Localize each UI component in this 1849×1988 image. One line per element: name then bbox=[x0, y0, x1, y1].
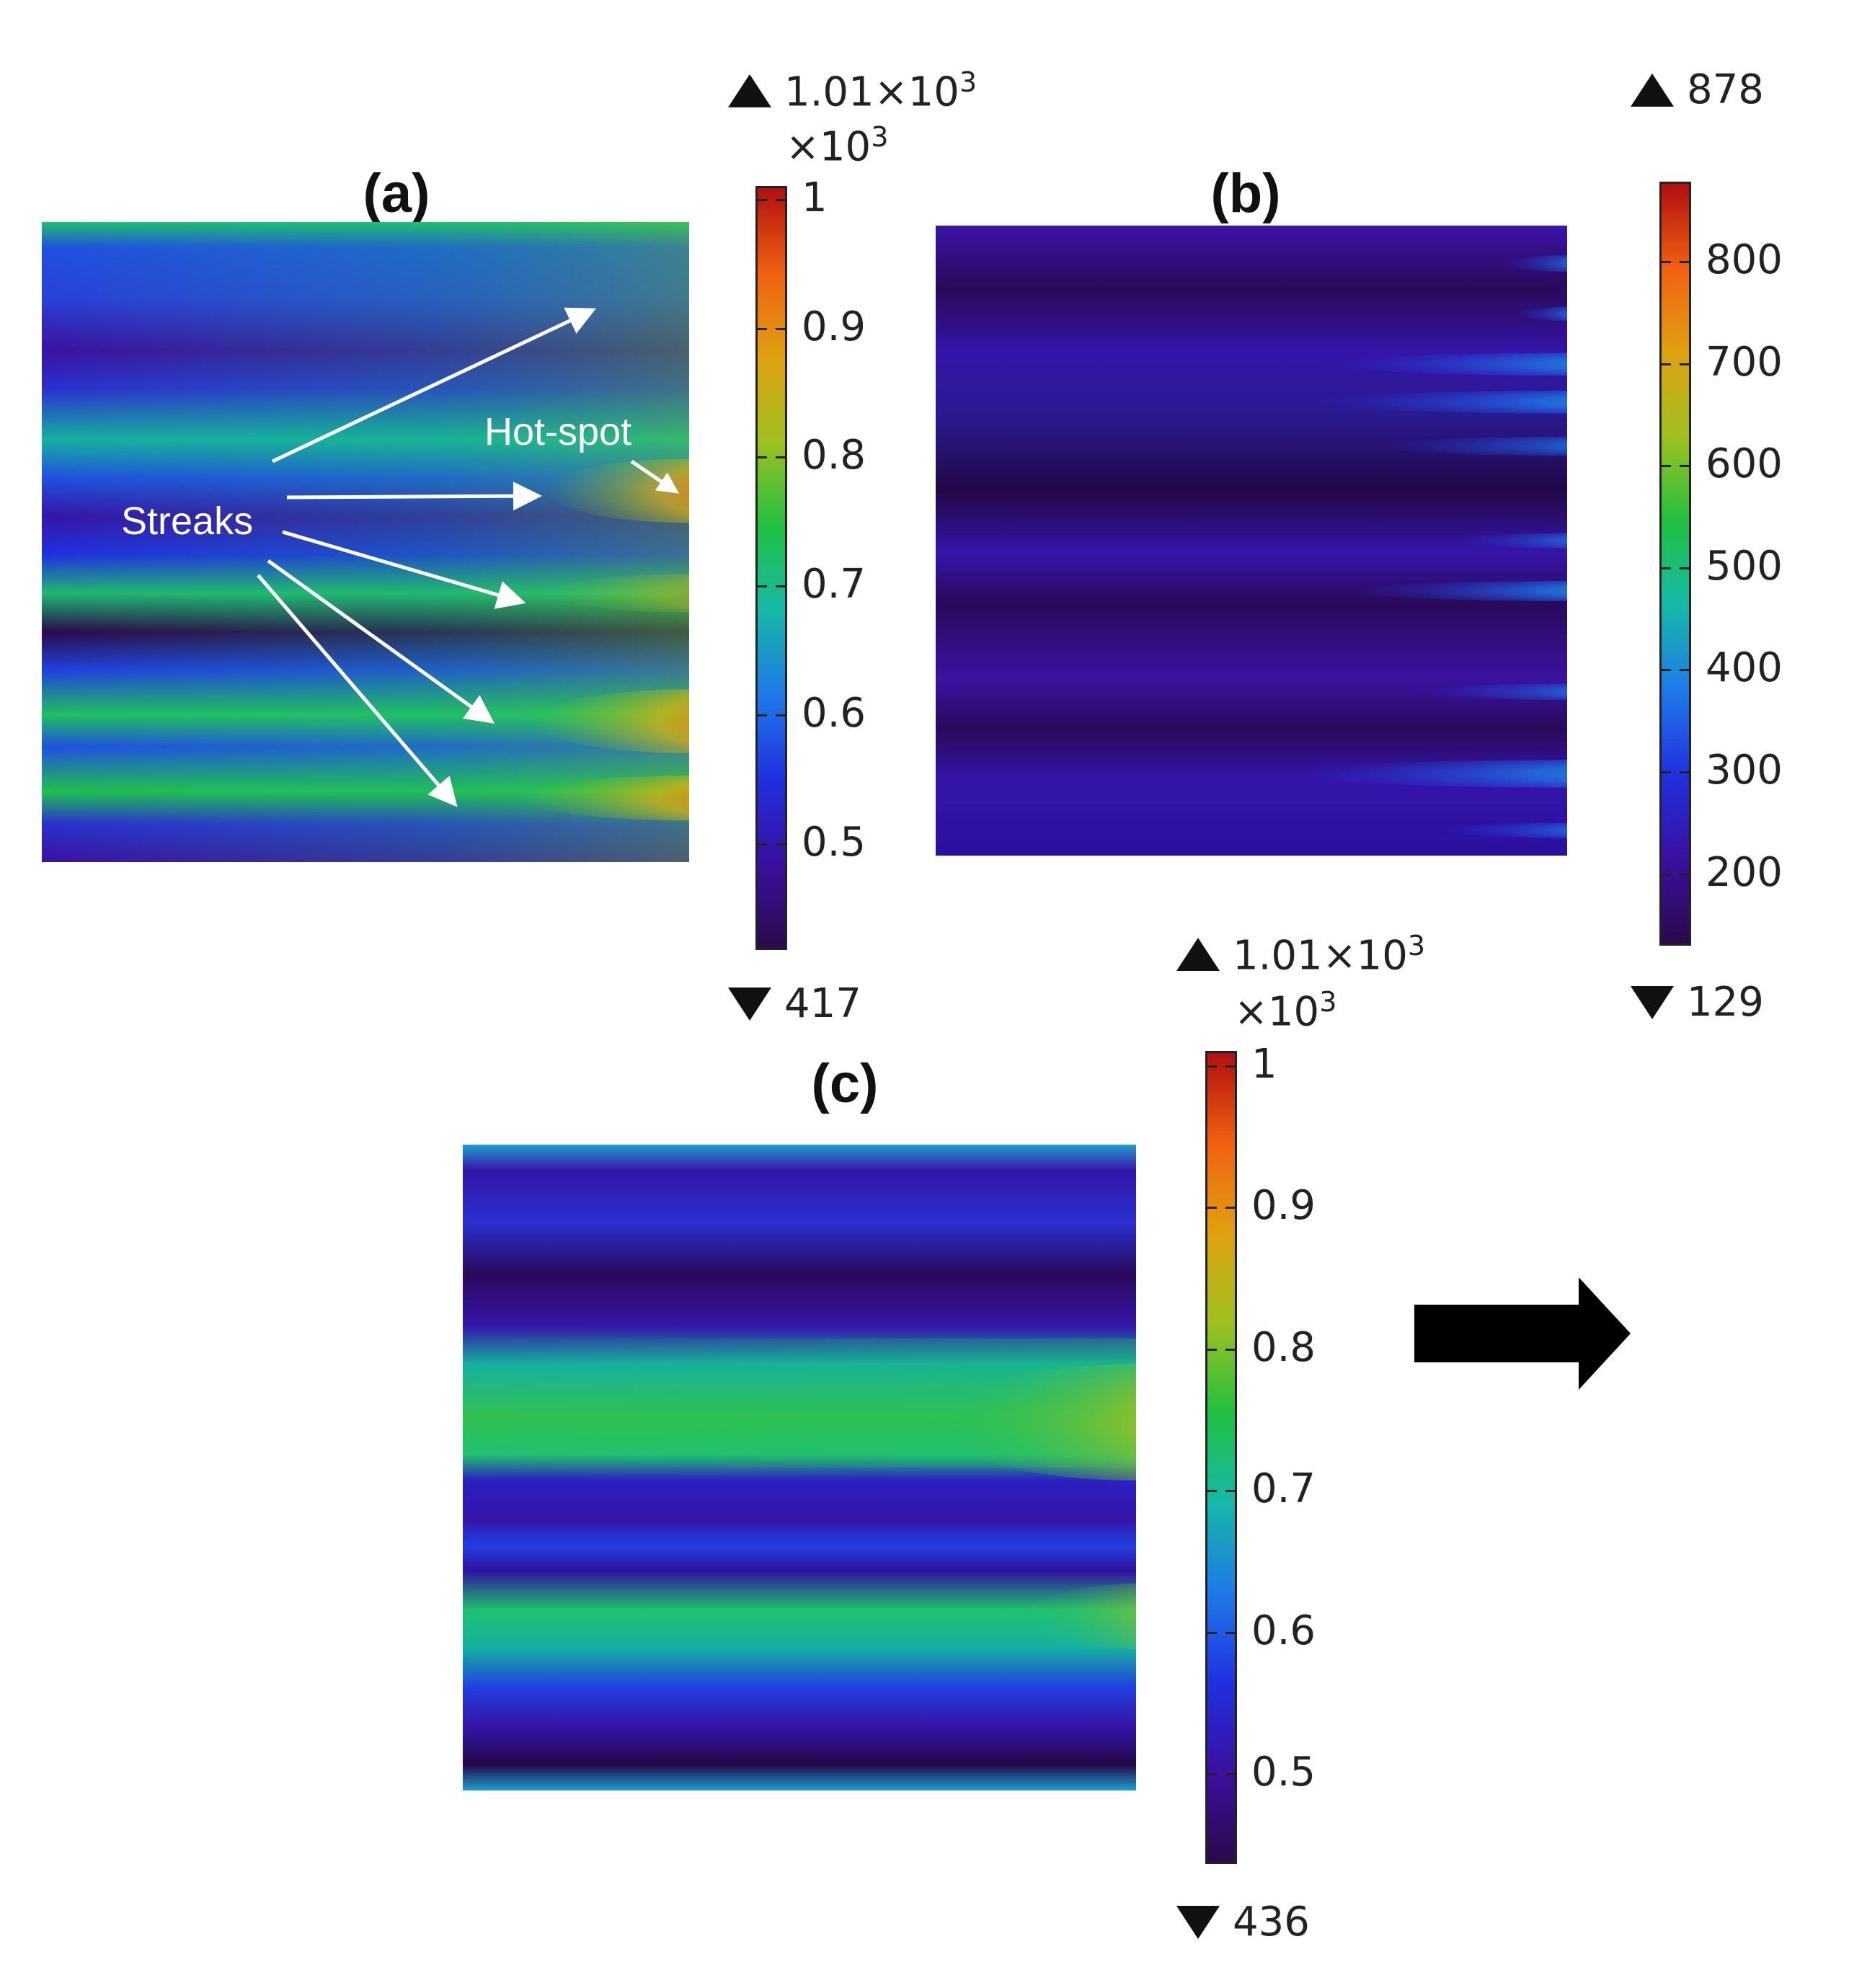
colorbar-a bbox=[755, 186, 787, 950]
colorbar-tick-mark bbox=[1207, 1773, 1217, 1776]
streaks-annotation: Streaks bbox=[121, 500, 254, 543]
hotspot-arrow bbox=[630, 459, 680, 494]
colorbar-tick-mark bbox=[1661, 363, 1671, 365]
colorbar-tick-label: 400 bbox=[1706, 644, 1783, 692]
colorbar-c-max: 1.01×103 bbox=[1176, 930, 1425, 980]
colorbar-tick-mark bbox=[1680, 771, 1690, 773]
colorbar-tick-label: 1 bbox=[1251, 1040, 1277, 1088]
colorbar-c bbox=[1205, 1051, 1237, 1864]
panel-label-a: (a) bbox=[363, 163, 430, 224]
panel-label-b: (b) bbox=[1210, 163, 1281, 224]
streak-arrow-4 bbox=[267, 559, 495, 724]
colorbar-tick-label: 700 bbox=[1706, 338, 1783, 386]
colorbar-tick-mark bbox=[1661, 669, 1671, 672]
colorbar-a-multiplier: ×103 bbox=[786, 121, 889, 171]
colorbar-tick-mark bbox=[776, 585, 786, 588]
colorbar-tick-mark bbox=[1225, 1348, 1236, 1351]
colorbar-tick-mark bbox=[1207, 1631, 1217, 1634]
colorbar-tick-label: 0.5 bbox=[1251, 1749, 1316, 1796]
max-triangle-icon bbox=[728, 74, 771, 108]
colorbar-tick-mark bbox=[757, 714, 767, 716]
colorbar-tick-mark bbox=[776, 843, 786, 846]
colorbar-tick-mark bbox=[757, 327, 767, 330]
colorbar-tick-mark bbox=[776, 198, 786, 201]
colorbar-tick-label: 200 bbox=[1706, 848, 1783, 896]
streak-arrow-5 bbox=[257, 574, 458, 807]
colorbar-tick-label: 0.5 bbox=[802, 818, 866, 866]
max-triangle-icon bbox=[1631, 73, 1674, 107]
heatmap-c bbox=[463, 1145, 1136, 1790]
colorbar-b-min: 129 bbox=[1631, 979, 1764, 1026]
panel-label-c: (c) bbox=[811, 1053, 879, 1114]
colorbar-tick-mark bbox=[1680, 567, 1690, 569]
colorbar-tick-mark bbox=[776, 327, 786, 330]
colorbar-tick-mark bbox=[1680, 465, 1690, 468]
colorbar-tick-label: 0.7 bbox=[802, 561, 866, 608]
colorbar-tick-mark bbox=[1661, 771, 1671, 773]
hotspot-annotation: Hot-spot bbox=[484, 410, 632, 453]
colorbar-tick-mark bbox=[776, 714, 786, 716]
colorbar-tick-mark bbox=[757, 843, 767, 846]
colorbar-tick-mark bbox=[1680, 873, 1690, 876]
colorbar-a-max: 1.01×103 bbox=[728, 66, 977, 116]
min-triangle-icon bbox=[1631, 985, 1674, 1019]
colorbar-tick-mark bbox=[1225, 1065, 1236, 1068]
colorbar-tick-label: 300 bbox=[1706, 746, 1783, 794]
colorbar-tick-label: 0.9 bbox=[802, 303, 866, 350]
colorbar-tick-mark bbox=[1225, 1773, 1236, 1776]
colorbar-tick-mark bbox=[1680, 261, 1690, 264]
colorbar-tick-mark bbox=[1207, 1348, 1217, 1351]
colorbar-tick-mark bbox=[1207, 1207, 1217, 1210]
colorbar-tick-label: 0.8 bbox=[1251, 1323, 1316, 1371]
colorbar-tick-label: 0.6 bbox=[1251, 1607, 1316, 1654]
min-triangle-icon bbox=[728, 987, 771, 1021]
colorbar-b bbox=[1659, 182, 1691, 946]
colorbar-tick-mark bbox=[776, 456, 786, 459]
colorbar-tick-label: 800 bbox=[1706, 236, 1783, 284]
colorbar-a-min: 417 bbox=[728, 980, 861, 1027]
colorbar-tick-mark bbox=[1661, 261, 1671, 264]
colorbar-tick-label: 500 bbox=[1706, 542, 1783, 590]
streak-arrow-2 bbox=[286, 482, 542, 511]
colorbar-tick-label: 0.7 bbox=[1251, 1465, 1316, 1513]
colorbar-tick-mark bbox=[1225, 1631, 1236, 1634]
colorbar-c-min: 436 bbox=[1176, 1899, 1310, 1945]
colorbar-tick-mark bbox=[1661, 567, 1671, 569]
colorbar-tick-label: 0.6 bbox=[802, 689, 866, 737]
colorbar-tick-mark bbox=[1225, 1207, 1236, 1210]
colorbar-tick-mark bbox=[1680, 669, 1690, 672]
colorbar-tick-label: 0.8 bbox=[802, 432, 866, 479]
colorbar-b-max: 878 bbox=[1631, 66, 1764, 113]
colorbar-tick-label: 1 bbox=[802, 174, 828, 221]
colorbar-tick-mark bbox=[1207, 1065, 1217, 1068]
max-triangle-icon bbox=[1176, 938, 1220, 972]
heatmap-b bbox=[936, 226, 1567, 856]
colorbar-tick-mark bbox=[1225, 1490, 1236, 1493]
right-arrow bbox=[1414, 1277, 1631, 1390]
colorbar-tick-label: 600 bbox=[1706, 440, 1783, 488]
streak-arrow-1 bbox=[271, 307, 597, 463]
colorbar-tick-label: 0.9 bbox=[1251, 1182, 1316, 1230]
colorbar-c-multiplier: ×103 bbox=[1234, 986, 1337, 1036]
colorbar-tick-mark bbox=[1661, 873, 1671, 876]
streak-arrow-3 bbox=[282, 530, 526, 609]
colorbar-tick-mark bbox=[1207, 1490, 1217, 1493]
min-triangle-icon bbox=[1176, 1905, 1220, 1939]
colorbar-tick-mark bbox=[1680, 363, 1690, 365]
colorbar-tick-mark bbox=[1661, 465, 1671, 468]
colorbar-tick-mark bbox=[757, 456, 767, 459]
colorbar-tick-mark bbox=[757, 198, 767, 201]
colorbar-tick-mark bbox=[757, 585, 767, 588]
